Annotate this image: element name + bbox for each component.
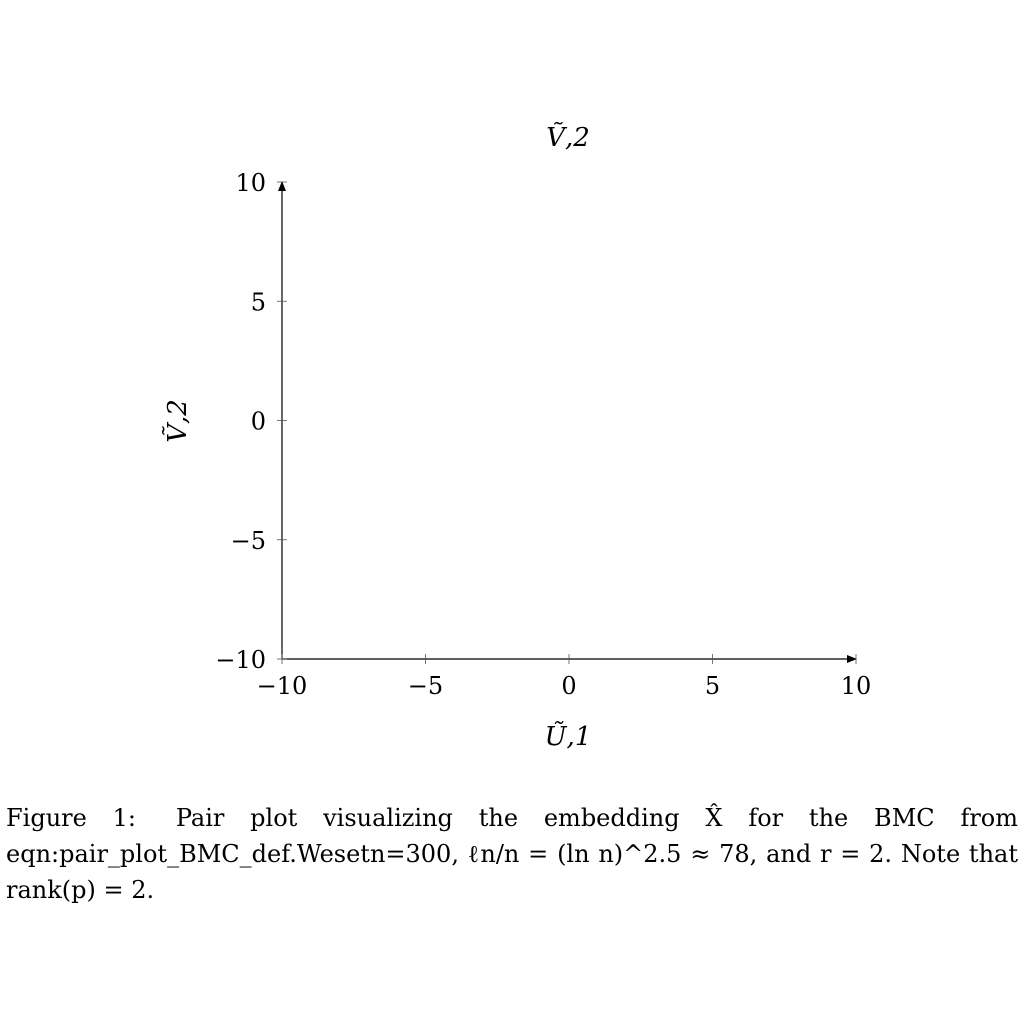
- chart-title: Ṽ,2: [546, 121, 590, 153]
- y-tick-label: 5: [251, 288, 266, 316]
- caption-label: Figure 1:: [6, 804, 136, 832]
- x-tick-label: 5: [705, 672, 720, 700]
- scatter-chart: Ṽ,2 −10 −5 0 5 10 −10 −5 0 5 10 Ũ,1 Ṽ,2: [161, 121, 872, 752]
- y-tick-label: 10: [235, 169, 266, 197]
- x-tick-label: 10: [841, 672, 872, 700]
- figure-caption: Figure 1: Pair plot visualizing the embe…: [6, 800, 1018, 908]
- x-tick-label: 0: [561, 672, 576, 700]
- y-tick-label: 0: [251, 408, 266, 436]
- x-tick-label: −5: [408, 672, 443, 700]
- x-ticks: −10 −5 0 5 10: [257, 654, 872, 700]
- x-tick-label: −10: [257, 672, 308, 700]
- caption-text: Pair plot visualizing the embedding X̂ f…: [6, 804, 1019, 904]
- x-axis-title: Ũ,1: [545, 720, 592, 752]
- y-axis-title: Ṽ,2: [161, 399, 193, 443]
- y-tick-label: −5: [231, 527, 266, 555]
- y-ticks: −10 −5 0 5 10: [215, 169, 287, 674]
- y-tick-label: −10: [215, 646, 266, 674]
